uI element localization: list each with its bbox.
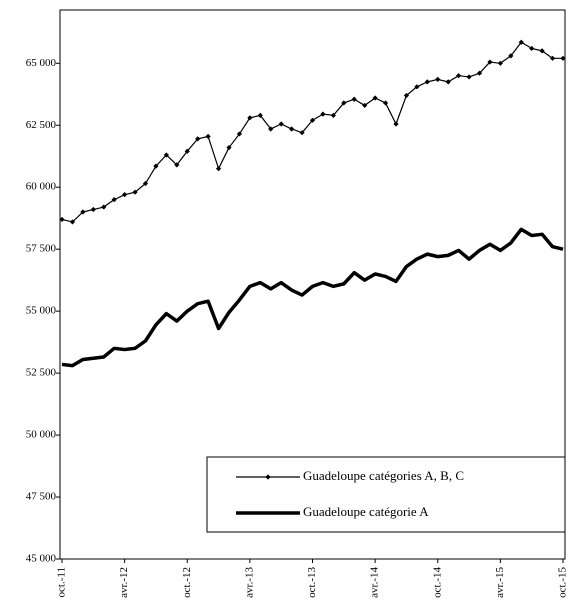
point [320, 111, 326, 117]
point [205, 133, 211, 140]
point [508, 53, 514, 59]
legend-box [206, 456, 566, 533]
legend-label: Guadeloupe catégories A, B, C [303, 468, 464, 483]
y-tick-label: 62 500 [26, 119, 57, 131]
y-tick-label: 60 000 [26, 181, 57, 193]
point [69, 219, 76, 225]
point [278, 121, 284, 127]
point [414, 84, 420, 90]
point [247, 115, 253, 121]
point [184, 148, 190, 154]
legend-marker [265, 474, 271, 480]
x-tick-label: oct.-13 [306, 567, 318, 598]
point [289, 126, 295, 132]
point [341, 100, 347, 106]
point [487, 59, 493, 65]
y-tick-label: 55 000 [26, 305, 57, 317]
y-tick-label: 65 000 [26, 57, 57, 69]
point [351, 96, 357, 102]
point [476, 70, 483, 76]
point [456, 73, 462, 79]
point [330, 112, 336, 118]
point [236, 131, 243, 137]
point [215, 166, 222, 172]
x-tick-label: oct.-15 [557, 567, 568, 598]
legend-label: Guadeloupe catégorie A [303, 504, 429, 519]
y-tick-label: 47 500 [26, 491, 57, 503]
point [518, 39, 524, 45]
point [372, 95, 378, 101]
point [122, 192, 128, 198]
point [362, 102, 368, 109]
point [529, 45, 535, 52]
point [80, 209, 86, 215]
x-tick-label: avr.-14 [369, 567, 381, 598]
point [226, 144, 232, 151]
point [195, 136, 201, 142]
point [132, 189, 138, 195]
point [163, 152, 169, 158]
point [393, 121, 399, 127]
point [101, 204, 107, 210]
point [424, 79, 430, 85]
point [497, 60, 503, 66]
point [90, 206, 96, 213]
point [403, 92, 410, 99]
point [268, 126, 274, 132]
point [466, 74, 472, 80]
x-tick-label: oct.-11 [56, 567, 68, 597]
point [174, 162, 180, 168]
point [549, 55, 556, 61]
point [560, 55, 566, 61]
y-tick-label: 50 000 [26, 429, 57, 441]
point [142, 180, 149, 187]
point [257, 112, 263, 118]
series-line [61, 227, 564, 368]
point [382, 100, 389, 106]
point [111, 197, 117, 203]
y-tick-label: 45 000 [26, 553, 57, 565]
y-tick-label: 52 500 [26, 367, 57, 379]
point [445, 79, 451, 85]
point [299, 130, 305, 136]
x-tick-label: avr.-13 [243, 567, 255, 598]
point [59, 216, 65, 223]
x-tick-label: oct.-12 [181, 567, 193, 598]
point [435, 76, 441, 82]
y-tick-label: 57 500 [26, 243, 57, 255]
series-line [61, 41, 563, 223]
x-tick-label: avr.-15 [494, 567, 506, 598]
x-tick-label: avr.-12 [118, 567, 130, 598]
point [539, 48, 545, 54]
x-tick-label: oct.-14 [431, 567, 443, 598]
point [153, 163, 159, 169]
point [309, 117, 316, 123]
